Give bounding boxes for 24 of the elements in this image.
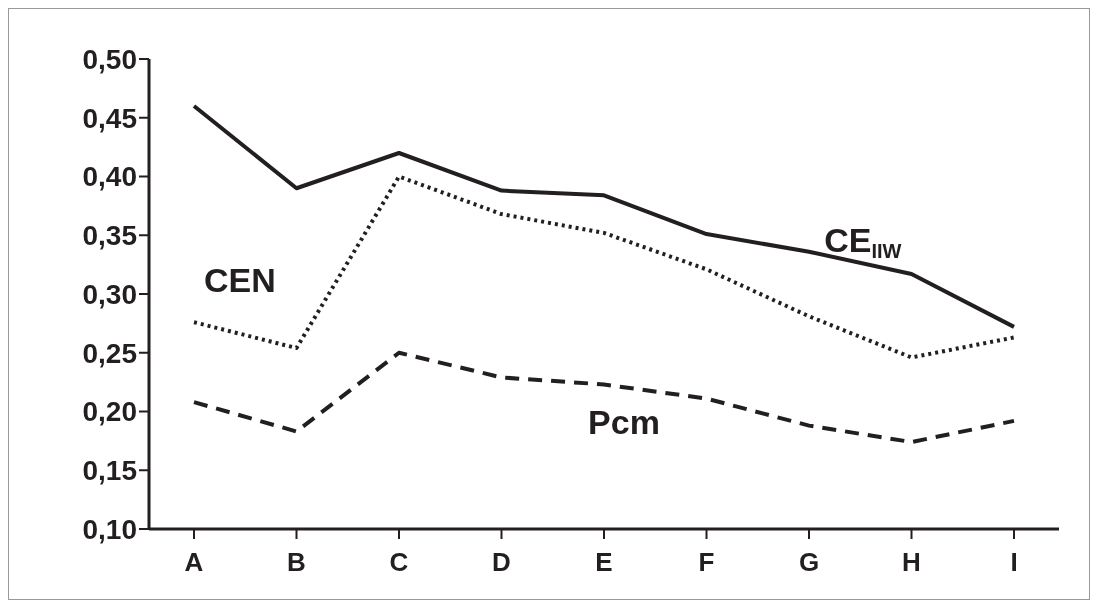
line-series bbox=[192, 174, 1016, 360]
x-tick-label: F bbox=[698, 547, 715, 578]
x-tick-label: D bbox=[492, 547, 511, 578]
y-tick-label: 0,15 bbox=[82, 455, 137, 487]
y-tick-label: 0,50 bbox=[82, 43, 137, 75]
line-series bbox=[192, 350, 1016, 445]
x-tick-label: G bbox=[798, 547, 820, 578]
y-tick-label: 0,20 bbox=[82, 396, 137, 428]
line-series bbox=[192, 104, 1016, 329]
x-tick-label: A bbox=[184, 547, 204, 578]
series-label: CE$_{IIW}$ bbox=[824, 221, 902, 263]
series-label: CEN bbox=[204, 261, 276, 300]
y-tick-label: 0,45 bbox=[82, 102, 137, 134]
x-tick-label: I bbox=[1010, 547, 1018, 578]
x-tick-label: C bbox=[389, 547, 409, 578]
y-tick-label: 0,30 bbox=[82, 278, 137, 310]
series-label: Pcm bbox=[588, 403, 660, 442]
y-tick-label: 0,40 bbox=[82, 161, 137, 193]
x-tick-label: E bbox=[595, 547, 613, 578]
x-tick-label: H bbox=[902, 547, 921, 578]
y-tick-label: 0,10 bbox=[82, 513, 137, 545]
y-tick-label: 0,35 bbox=[82, 220, 137, 252]
y-tick-label: 0,25 bbox=[82, 337, 137, 369]
x-tick-label: B bbox=[287, 547, 306, 578]
